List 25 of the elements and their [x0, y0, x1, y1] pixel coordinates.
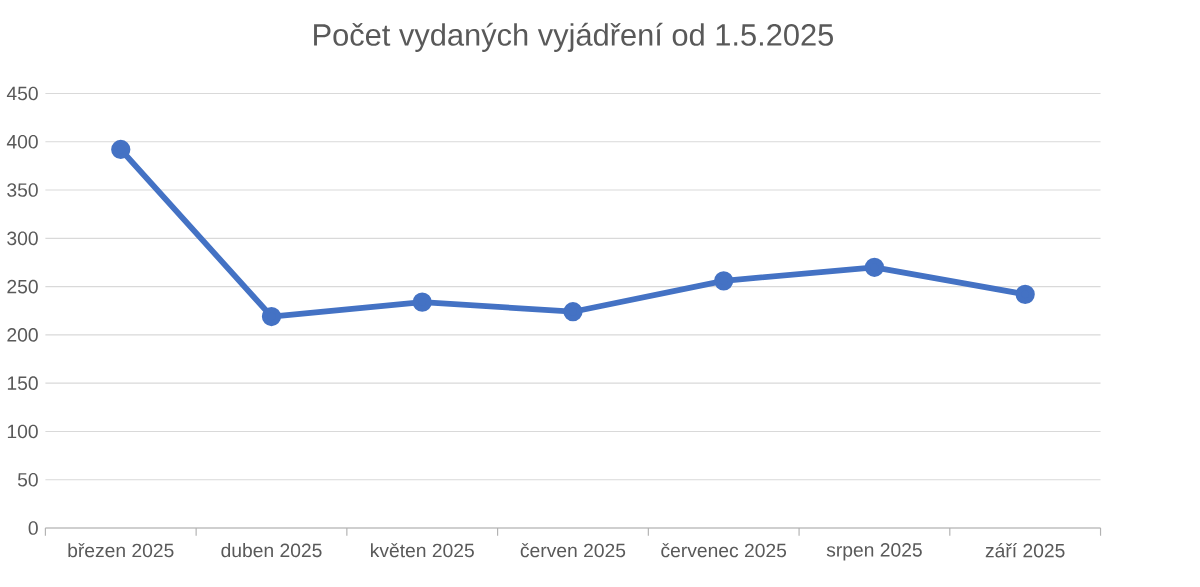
y-tick-label: 350	[7, 183, 38, 197]
y-tick-label: 250	[7, 279, 38, 294]
x-tick-label: červenec 2025	[661, 543, 787, 558]
x-tick-label: květen 2025	[371, 543, 474, 558]
y-tick-label: 50	[17, 473, 38, 487]
point	[261, 307, 282, 327]
point	[864, 257, 885, 278]
point	[1015, 284, 1035, 305]
x-tick-label: srpen 2025	[826, 543, 922, 561]
y-tick-label: 200	[7, 328, 38, 342]
y-tick-label: 300	[7, 231, 38, 246]
y-tick-label: 100	[7, 424, 38, 439]
x-tick-label: duben 2025	[221, 543, 322, 558]
point	[111, 139, 131, 160]
chart-title: Počet vydaných vyjádření od 1.5.2025	[314, 22, 833, 53]
y-tick-label: 400	[6, 135, 38, 149]
y-tick-label: 0	[28, 521, 38, 535]
x-tick-label: červen 2025	[520, 543, 626, 558]
y-tick-label: 450	[6, 86, 38, 101]
x-tick-label: září 2025	[985, 543, 1065, 558]
y-tick-label: 150	[7, 376, 38, 391]
point	[714, 271, 734, 291]
point	[412, 292, 432, 312]
x-tick-label: březen 2025	[68, 543, 174, 558]
point	[563, 302, 583, 322]
